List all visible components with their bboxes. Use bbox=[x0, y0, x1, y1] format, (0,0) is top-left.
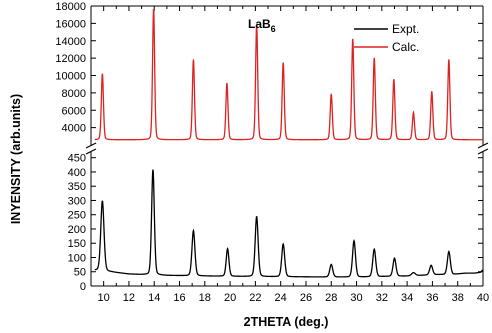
y-tick-label-lower: 50 bbox=[74, 267, 86, 279]
x-tick-label: 24 bbox=[275, 292, 287, 304]
y-tick-label-upper: 12000 bbox=[55, 53, 86, 65]
axes-layer: 10 12 14 16 18 20 22 24 26 28 30 32 34 36 38 4040006000… bbox=[55, 1, 489, 304]
legend-label-calc: Calc. bbox=[392, 40, 419, 54]
series-line-calc bbox=[94, 9, 483, 141]
x-tick-label: 18 bbox=[199, 292, 211, 304]
y-tick-label-lower: 0 bbox=[80, 281, 86, 293]
x-axis-title: 2THETA (deg.) bbox=[244, 315, 329, 329]
x-tick-label: 36 bbox=[426, 292, 438, 304]
legend: Expt. Calc. bbox=[354, 22, 419, 54]
y-tick-label-lower: 100 bbox=[68, 252, 86, 264]
x-tick-label: 30 bbox=[350, 292, 362, 304]
series-layer bbox=[94, 8, 484, 278]
y-axis-title: INYENSITY (arb.units) bbox=[9, 94, 23, 224]
axis-break-left-1 bbox=[85, 142, 97, 149]
y-tick-label-upper: 18000 bbox=[55, 1, 86, 13]
x-tick-label: 28 bbox=[325, 292, 337, 304]
y-tick-label-upper: 6000 bbox=[62, 105, 86, 117]
x-tick-label: 38 bbox=[452, 292, 464, 304]
x-tick-label: 14 bbox=[148, 292, 160, 304]
y-tick-label-lower: 250 bbox=[68, 210, 86, 222]
y-tick-label-lower: 150 bbox=[68, 238, 86, 250]
x-tick-label: 12 bbox=[123, 292, 135, 304]
legend-label-expt: Expt. bbox=[392, 22, 419, 36]
x-tick-label: 26 bbox=[300, 292, 312, 304]
x-tick-label: 34 bbox=[401, 292, 413, 304]
y-tick-label-lower: 200 bbox=[68, 224, 86, 236]
y-tick-label-lower: 300 bbox=[68, 195, 86, 207]
axis-break-left-2 bbox=[85, 148, 97, 155]
compound-label: LaB6 bbox=[248, 17, 276, 34]
y-tick-label-lower: 400 bbox=[68, 167, 86, 179]
y-tick-label-upper: 4000 bbox=[62, 123, 86, 135]
labels-layer: LaB6 2THETA (deg.) INYENSITY (arb.units) bbox=[9, 17, 328, 329]
x-tick-label: 20 bbox=[224, 292, 236, 304]
x-tick-label: 10 bbox=[98, 292, 110, 304]
y-tick-label-upper: 8000 bbox=[62, 88, 86, 100]
axis-break-right-1 bbox=[477, 142, 489, 149]
y-tick-label-upper: 14000 bbox=[55, 36, 86, 48]
series-line-expt bbox=[94, 169, 484, 278]
y-tick-label-lower: 450 bbox=[68, 153, 86, 165]
x-tick-label: 40 bbox=[477, 292, 489, 304]
x-tick-label: 22 bbox=[249, 292, 261, 304]
x-tick-label: 16 bbox=[173, 292, 185, 304]
y-tick-label-upper: 16000 bbox=[55, 18, 86, 30]
x-tick-label: 32 bbox=[376, 292, 388, 304]
axis-break-right-2 bbox=[477, 148, 489, 155]
y-tick-label-lower: 350 bbox=[68, 181, 86, 193]
y-tick-label-upper: 10000 bbox=[55, 71, 86, 83]
